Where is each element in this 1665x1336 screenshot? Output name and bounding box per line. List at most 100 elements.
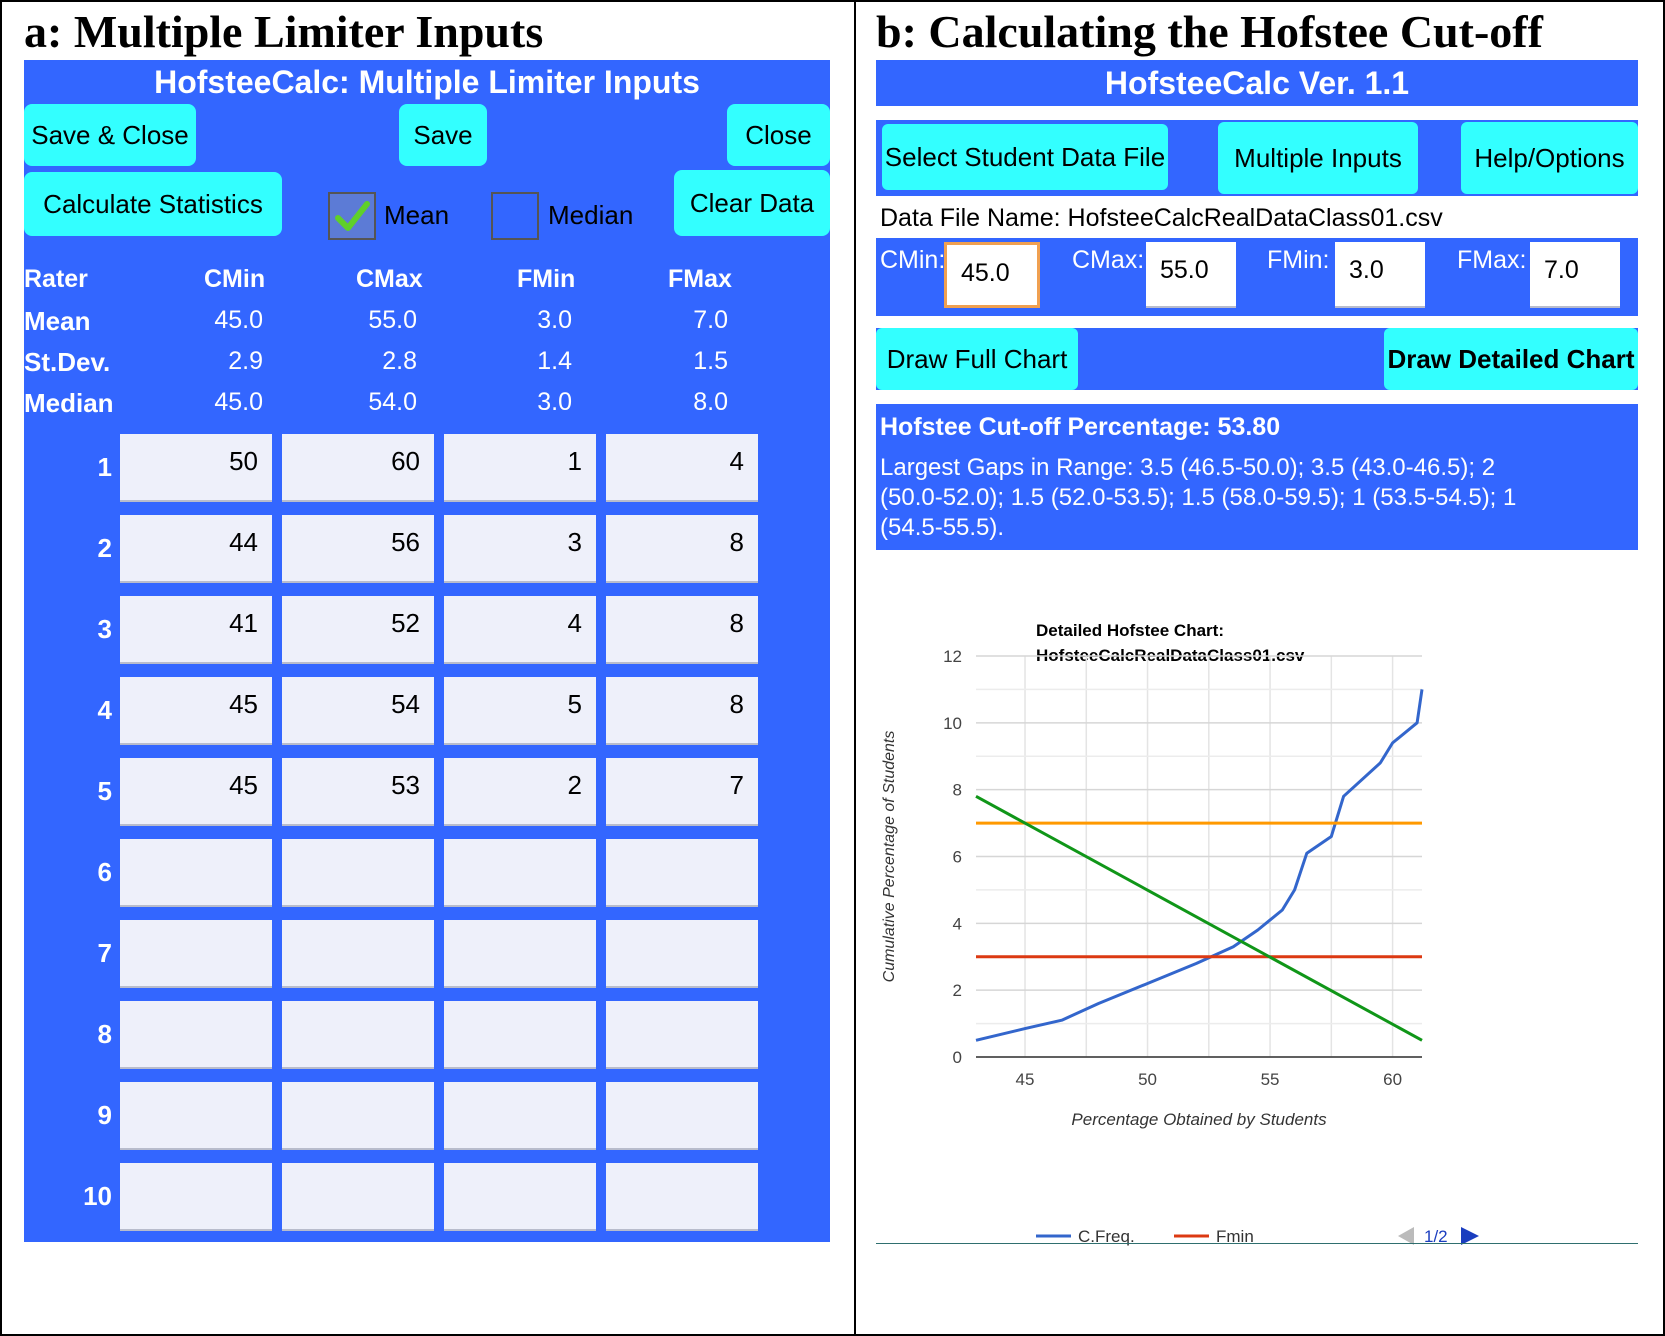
fmin-input[interactable] <box>444 920 596 988</box>
largest-gaps-line: (50.0-52.0); 1.5 (52.0-53.5); 1.5 (58.0-… <box>880 484 1517 511</box>
y-axis-label: Cumulative Percentage of Students <box>881 731 898 983</box>
rater-number: 5 <box>97 776 112 806</box>
cmin-input[interactable]: 41 <box>120 596 272 664</box>
cmin-input[interactable] <box>120 920 272 988</box>
clear-data-button[interactable]: Clear Data <box>674 170 830 236</box>
cmax-input[interactable]: 60 <box>282 434 434 502</box>
stat-value: 45.0 <box>214 388 263 416</box>
fmax-input[interactable]: 8 <box>606 677 758 745</box>
multiple-inputs-button[interactable]: Multiple Inputs <box>1218 122 1418 194</box>
cmin-input[interactable]: 50 <box>120 434 272 502</box>
select-student-data-file-button[interactable]: Select Student Data File <box>882 124 1168 190</box>
stat-label-stdev: St.Dev. <box>24 347 111 377</box>
cmin-input[interactable] <box>120 1163 272 1231</box>
stat-value: 54.0 <box>368 388 417 416</box>
cmin-input[interactable]: 45.0 <box>944 242 1040 308</box>
multiple-limiter-inputs-screen: HofsteeCalc: Multiple Limiter Inputs Sav… <box>24 60 830 1242</box>
fmax-input[interactable] <box>606 920 758 988</box>
y-tick-label: 12 <box>943 647 962 666</box>
header-fmax: FMax <box>668 265 732 293</box>
cmin-input[interactable]: 44 <box>120 515 272 583</box>
legend-label-fmin: Fmin <box>1216 1227 1254 1246</box>
fmin-input[interactable] <box>444 1163 596 1231</box>
fmin-input[interactable] <box>444 839 596 907</box>
cmax-input[interactable] <box>282 1163 434 1231</box>
mean-checkbox[interactable] <box>328 192 376 240</box>
stat-value: 7.0 <box>693 306 728 334</box>
fmin-input[interactable]: 5 <box>444 677 596 745</box>
fmax-input[interactable] <box>606 1163 758 1231</box>
fmin-input[interactable]: 3.0 <box>1335 242 1425 308</box>
fmin-label: FMin: <box>1267 246 1330 274</box>
pager-prev-icon[interactable] <box>1398 1227 1414 1245</box>
cmax-input[interactable]: 53 <box>282 758 434 826</box>
save-button[interactable]: Save <box>399 104 487 166</box>
header-rater: Rater <box>24 265 88 293</box>
detailed-hofstee-chart: Detailed Hofstee Chart: HofsteeCalcRealD… <box>881 621 1479 1246</box>
fmax-input[interactable] <box>606 1001 758 1069</box>
cmax-input[interactable]: 55.0 <box>1146 242 1236 308</box>
chart-title-line1: Detailed Hofstee Chart: <box>1036 621 1224 640</box>
cmin-input[interactable] <box>120 1001 272 1069</box>
fmax-input[interactable]: 4 <box>606 434 758 502</box>
median-label: Median <box>548 200 634 230</box>
stat-label-median: Median <box>24 388 114 418</box>
fmax-input[interactable]: 7.0 <box>1530 242 1620 308</box>
cmax-input[interactable] <box>282 920 434 988</box>
y-tick-label: 8 <box>953 781 962 800</box>
close-button[interactable]: Close <box>727 104 830 166</box>
fmax-input[interactable] <box>606 839 758 907</box>
cmin-input[interactable] <box>120 839 272 907</box>
help-options-button[interactable]: Help/Options <box>1461 122 1638 194</box>
cutoff-percentage: Hofstee Cut-off Percentage: 53.80 <box>880 413 1281 441</box>
series-line-3 <box>975 794 1423 1042</box>
chart-bottom-rule <box>876 1243 1638 1244</box>
fmax-input[interactable]: 8 <box>606 596 758 664</box>
fmax-input[interactable]: 8 <box>606 515 758 583</box>
stat-value: 3.0 <box>537 388 572 416</box>
cmin-input[interactable]: 45 <box>120 758 272 826</box>
cmax-input[interactable]: 56 <box>282 515 434 583</box>
app-title-bar <box>876 60 1638 106</box>
fmin-input[interactable]: 4 <box>444 596 596 664</box>
fmax-input[interactable]: 7 <box>606 758 758 826</box>
checkmark-icon <box>335 201 370 231</box>
cmin-input[interactable]: 45 <box>120 677 272 745</box>
median-checkbox[interactable] <box>491 192 539 240</box>
cmin-label: CMin: <box>880 246 946 274</box>
fmin-input[interactable]: 1 <box>444 434 596 502</box>
rater-number: 8 <box>97 1019 112 1049</box>
cmax-input[interactable] <box>282 1001 434 1069</box>
fmin-input[interactable]: 3 <box>444 515 596 583</box>
cmax-input[interactable]: 54 <box>282 677 434 745</box>
cmin-input[interactable] <box>120 1082 272 1150</box>
rater-number: 6 <box>97 857 112 887</box>
app-title: HofsteeCalc Ver. 1.1 <box>1104 65 1410 101</box>
stat-value: 45.0 <box>214 306 263 334</box>
x-tick-label: 45 <box>1016 1070 1035 1089</box>
rater-number: 3 <box>97 614 112 644</box>
fmin-input[interactable] <box>444 1082 596 1150</box>
save-close-button[interactable]: Save & Close <box>24 104 196 166</box>
series-line-c-freq <box>975 689 1424 1042</box>
panel-divider <box>854 0 856 1336</box>
rater-number: 7 <box>97 938 112 968</box>
y-tick-label: 0 <box>953 1048 962 1067</box>
cmax-input[interactable]: 52 <box>282 596 434 664</box>
cmax-input[interactable] <box>282 1082 434 1150</box>
pager-next-icon[interactable] <box>1461 1227 1479 1245</box>
fmax-input[interactable] <box>606 1082 758 1150</box>
stat-value: 8.0 <box>693 388 728 416</box>
cmax-input[interactable] <box>282 839 434 907</box>
draw-full-chart-button[interactable]: Draw Full Chart <box>876 328 1078 390</box>
fmin-input[interactable]: 2 <box>444 758 596 826</box>
fmin-input[interactable] <box>444 1001 596 1069</box>
calculate-statistics-button[interactable]: Calculate Statistics <box>24 172 282 236</box>
largest-gaps-line: (54.5-55.5). <box>880 514 1005 541</box>
header-fmin: FMin <box>517 265 576 293</box>
rater-number: 10 <box>83 1181 112 1211</box>
y-tick-label: 10 <box>943 714 962 733</box>
draw-detailed-chart-button[interactable]: Draw Detailed Chart <box>1384 328 1638 390</box>
stat-value: 1.5 <box>693 347 728 375</box>
cmax-label: CMax: <box>1072 246 1145 274</box>
